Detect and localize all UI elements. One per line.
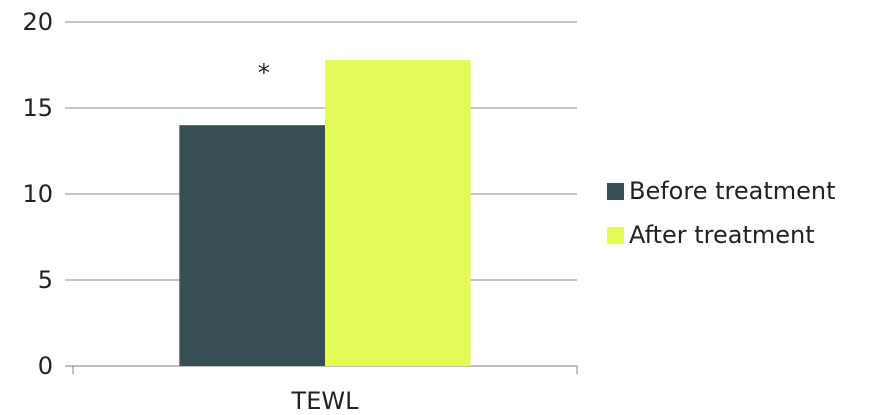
y-tick-label-5: 5 [38,266,53,294]
y-tick-label-15: 15 [22,94,53,122]
y-tick-label-10: 10 [22,180,53,208]
y-tick-label-20: 20 [22,8,53,36]
legend-swatch-before [607,182,624,200]
legend: Before treatment After treatment [607,176,836,250]
bars [179,59,471,367]
legend-swatch-after [607,226,624,244]
bar-tewl-series-2 [325,59,471,367]
bar-tewl-series-1 [179,125,325,366]
legend-item-after: After treatment [607,220,836,250]
legend-label-before: Before treatment [629,177,836,205]
x-axis: TEWL [72,366,578,415]
x-category-label-tewl: TEWL [291,387,360,415]
y-axis-ticks: 0 5 10 15 20 [22,8,53,380]
significance-annotation: * [258,59,270,87]
y-tick-label-0: 0 [38,352,53,380]
legend-item-before: Before treatment [607,176,836,206]
legend-label-after: After treatment [629,221,815,249]
